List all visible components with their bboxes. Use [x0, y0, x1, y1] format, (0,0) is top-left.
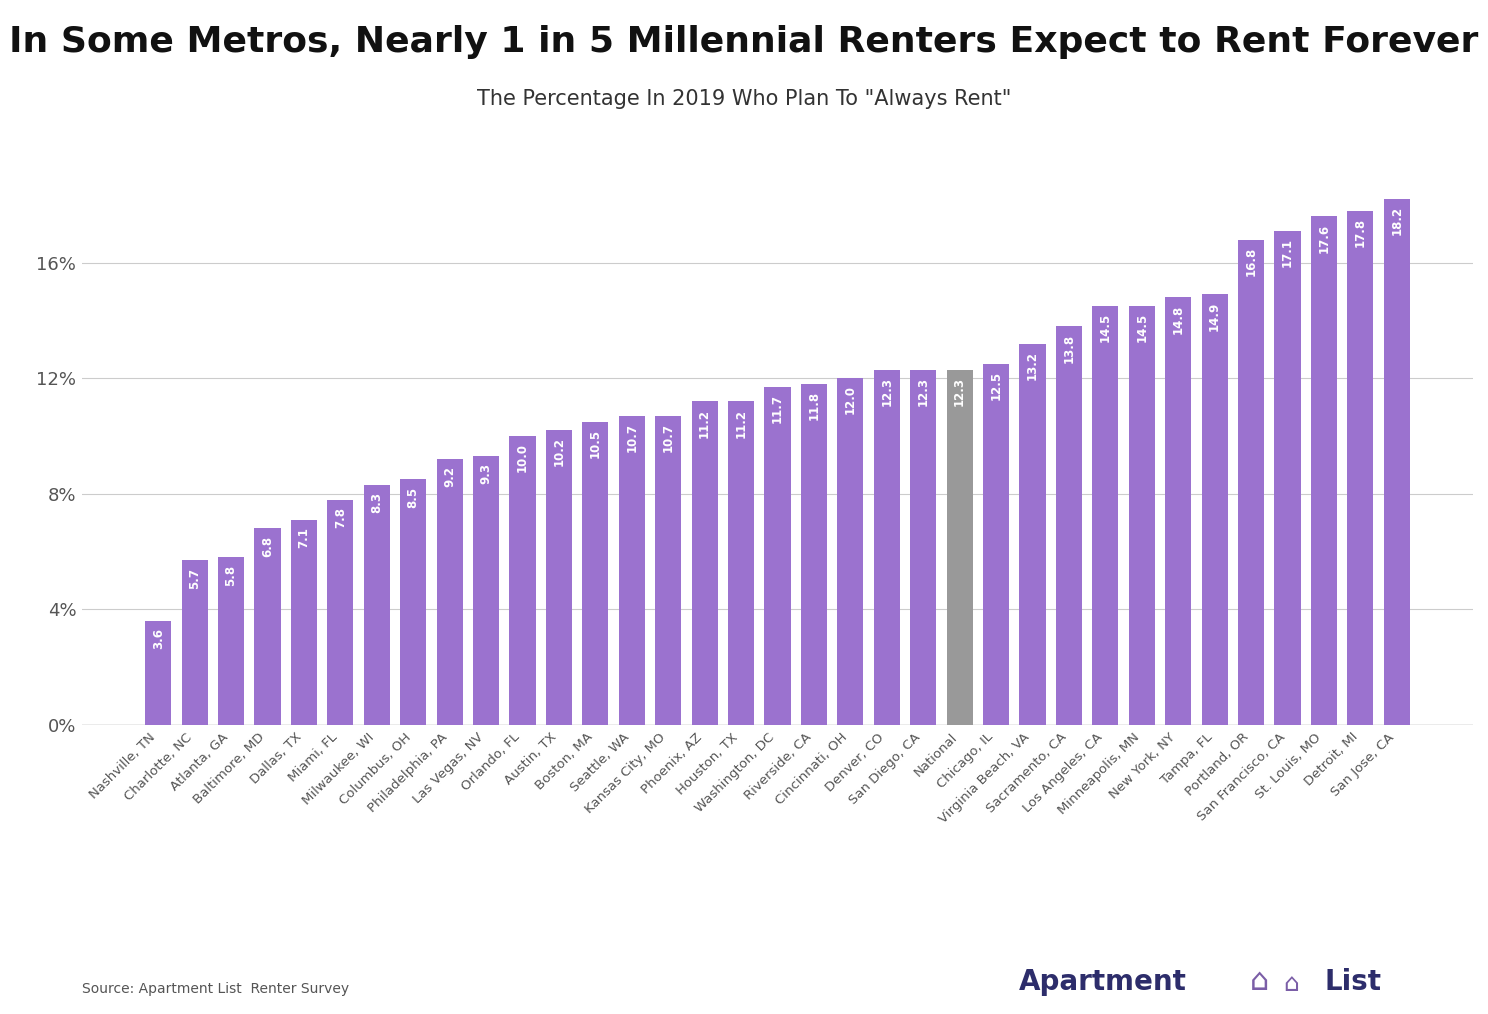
Text: 13.2: 13.2 — [1027, 351, 1039, 380]
Text: 12.0: 12.0 — [844, 385, 857, 415]
Text: The Percentage In 2019 Who Plan To "Always Rent": The Percentage In 2019 Who Plan To "Alwa… — [476, 89, 1012, 110]
Text: ⌂: ⌂ — [1250, 966, 1269, 996]
Text: 17.1: 17.1 — [1281, 238, 1295, 267]
Bar — [1129, 306, 1155, 725]
Bar — [728, 402, 754, 725]
Bar — [873, 369, 900, 725]
Bar — [146, 621, 171, 725]
Bar — [1056, 327, 1082, 725]
Text: 9.2: 9.2 — [443, 466, 457, 488]
Text: 16.8: 16.8 — [1244, 246, 1257, 276]
Text: 5.8: 5.8 — [225, 565, 238, 586]
Text: 10.2: 10.2 — [552, 437, 565, 466]
Bar — [436, 459, 463, 725]
Text: 7.8: 7.8 — [333, 507, 347, 528]
Text: 7.1: 7.1 — [298, 527, 311, 548]
Text: 8.3: 8.3 — [371, 493, 384, 513]
Bar — [254, 528, 281, 725]
Text: Source: Apartment List  Renter Survey: Source: Apartment List Renter Survey — [82, 982, 350, 996]
Bar — [473, 456, 498, 725]
Text: 17.8: 17.8 — [1354, 218, 1367, 247]
Bar — [1311, 216, 1338, 725]
Text: 12.3: 12.3 — [954, 377, 966, 406]
Bar — [1347, 211, 1373, 725]
Text: 14.9: 14.9 — [1208, 301, 1222, 331]
Bar — [582, 422, 609, 725]
Bar — [1165, 297, 1192, 725]
Text: 12.3: 12.3 — [881, 377, 893, 406]
Bar — [1092, 306, 1119, 725]
Bar — [327, 500, 354, 725]
Text: 11.2: 11.2 — [698, 409, 711, 438]
Bar — [400, 480, 426, 725]
Text: 18.2: 18.2 — [1390, 206, 1403, 235]
Bar — [182, 561, 208, 725]
Text: 12.3: 12.3 — [917, 377, 930, 406]
Text: 10.0: 10.0 — [516, 443, 528, 473]
Text: 6.8: 6.8 — [260, 535, 274, 557]
Bar — [801, 384, 827, 725]
Bar — [290, 520, 317, 725]
Bar — [838, 378, 863, 725]
Text: 14.5: 14.5 — [1098, 313, 1112, 343]
Text: 5.7: 5.7 — [187, 568, 201, 588]
Bar — [692, 402, 717, 725]
Text: Apartment: Apartment — [1019, 967, 1187, 996]
Bar — [946, 369, 973, 725]
Text: 13.8: 13.8 — [1062, 334, 1076, 363]
Text: 17.6: 17.6 — [1317, 224, 1330, 252]
Bar — [1201, 294, 1228, 725]
Bar — [546, 430, 571, 725]
Bar — [1019, 344, 1046, 725]
Bar — [911, 369, 936, 725]
Bar — [655, 416, 682, 725]
Text: 10.7: 10.7 — [662, 423, 674, 452]
Text: 11.7: 11.7 — [771, 394, 784, 423]
Bar — [765, 387, 790, 725]
Bar — [217, 558, 244, 725]
Text: 3.6: 3.6 — [152, 629, 165, 649]
Bar — [984, 364, 1009, 725]
Text: 11.8: 11.8 — [808, 391, 820, 421]
Text: List: List — [1324, 967, 1381, 996]
Bar — [1384, 199, 1411, 725]
Text: 10.7: 10.7 — [625, 423, 638, 452]
Text: 12.5: 12.5 — [990, 371, 1003, 401]
Bar — [1238, 239, 1265, 725]
Text: 14.8: 14.8 — [1171, 304, 1184, 334]
Bar — [619, 416, 644, 725]
Text: 11.2: 11.2 — [735, 409, 747, 438]
Text: 9.3: 9.3 — [479, 463, 493, 485]
Text: ⌂: ⌂ — [1284, 971, 1299, 996]
Text: 14.5: 14.5 — [1135, 313, 1149, 343]
Bar — [509, 436, 536, 725]
Text: 8.5: 8.5 — [406, 487, 420, 508]
Text: In Some Metros, Nearly 1 in 5 Millennial Renters Expect to Rent Forever: In Some Metros, Nearly 1 in 5 Millennial… — [9, 25, 1479, 60]
Bar — [1274, 231, 1301, 725]
Text: 10.5: 10.5 — [589, 429, 601, 458]
Bar — [363, 485, 390, 725]
